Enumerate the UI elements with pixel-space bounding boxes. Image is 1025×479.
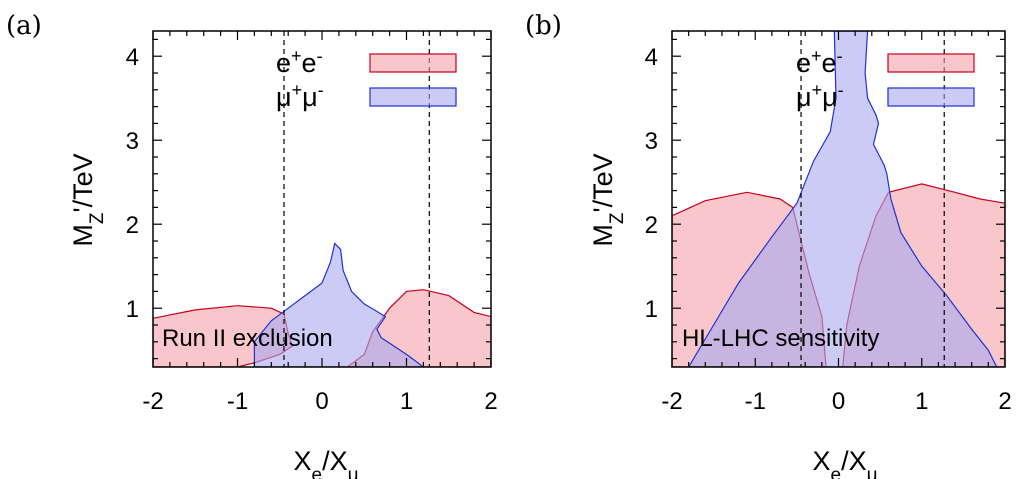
y-tick-label: 3 [645,128,658,155]
x-tick-label: -1 [745,388,766,415]
x-tick-label: -1 [227,388,248,415]
y-tick-label: 3 [126,128,139,155]
legend-label-mumu: μ+μ- [796,80,844,112]
annotation-hl-lhc: HL-LHC sensitivity [682,325,879,352]
plot-regions [672,31,1005,367]
legend-label-mumu: μ+μ- [276,80,324,112]
x-tick-label: 1 [915,388,928,415]
x-tick-label: 0 [315,388,328,415]
x-axis-title-a: Xe/Xμ [293,446,358,479]
panel-a: (a) -2 -1 0 1 2 1 2 3 4 Run II exclusion e+e- μ+… [6,11,498,479]
legend-swatch-mumu [887,87,975,107]
x-tick-label: -2 [661,388,682,415]
panel-label-a: (a) [6,11,42,41]
mumu-region-0 [687,31,998,367]
x-tick-label: 2 [998,388,1011,415]
y-tick-label: 4 [645,44,658,71]
legend-label-ee: e+e- [276,46,323,78]
legend-label-ee: e+e- [796,46,843,78]
legend-swatch-ee [369,53,457,73]
y-tick-label: 1 [126,296,139,323]
x-tick-label: 0 [832,388,845,415]
x-tick-label: 2 [484,388,497,415]
plot-area-b: -2 -1 0 1 2 1 2 3 4 [645,30,1012,415]
y-tick-label: 4 [126,44,139,71]
panel-b: (b) -2 -1 0 1 2 1 2 3 4 HL-LHC sensitivity e+e- … [525,11,1012,479]
panel-label-b: (b) [525,11,562,41]
y-tick-label: 1 [645,296,658,323]
legend-swatch-ee [887,53,975,73]
x-tick-label: 1 [400,388,413,415]
y-axis-title-b: MZ'/TeV [588,153,628,246]
x-axis-title-b: Xe/Xμ [812,446,877,479]
y-axis-title-a: MZ'/TeV [68,153,108,246]
plot-area-a: -2 -1 0 1 2 1 2 3 4 [126,30,498,415]
legend-swatch-mumu [369,87,457,107]
mumu-region-0 [253,242,425,367]
plot-regions [153,242,491,367]
y-tick-label: 2 [645,212,658,239]
annotation-run-ii: Run II exclusion [162,325,333,352]
y-tick-label: 2 [126,212,139,239]
legend-b: e+e- μ+μ- [796,46,975,112]
x-tick-label: -2 [142,388,163,415]
legend-a: e+e- μ+μ- [276,46,457,112]
